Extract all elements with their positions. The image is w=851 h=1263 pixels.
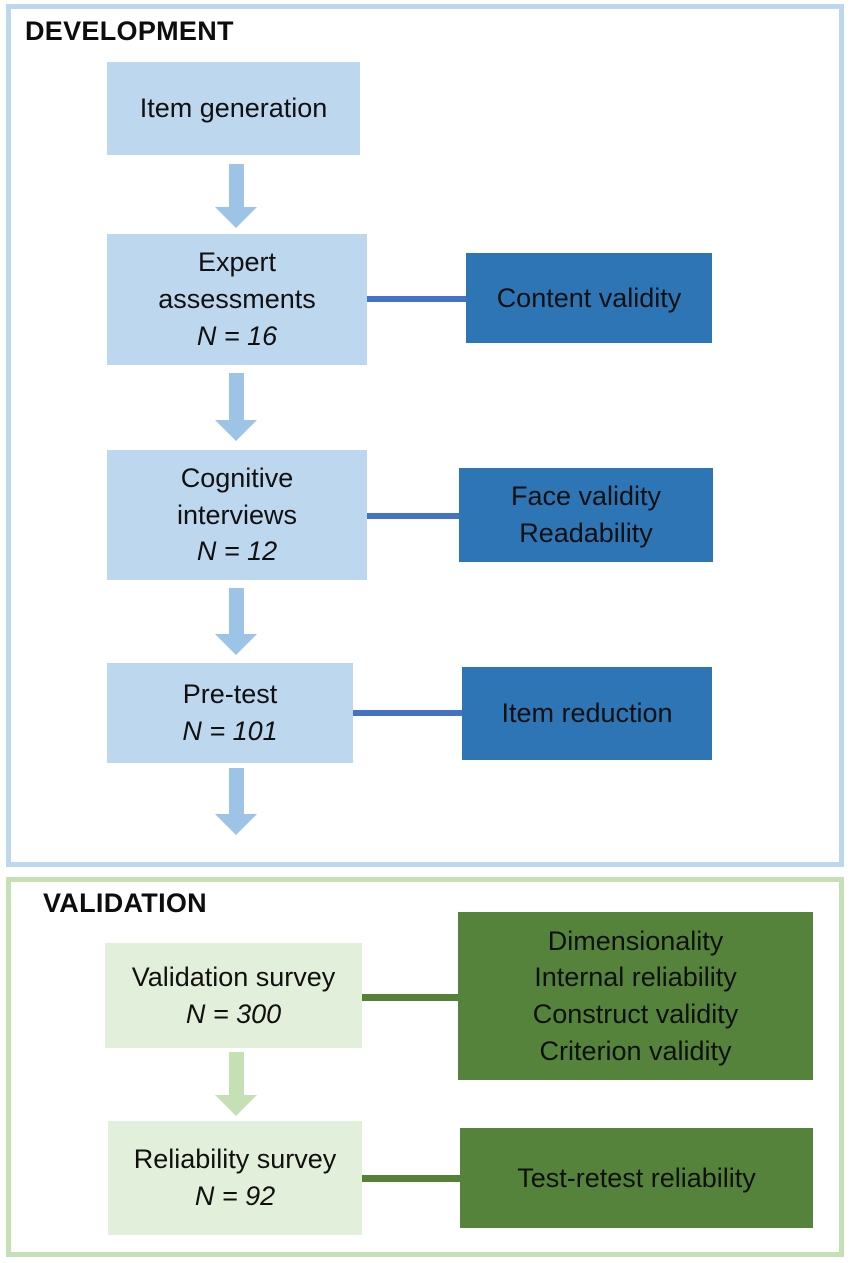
arrow-down-icon (215, 768, 257, 835)
step-box-pre-test: Pre-test N = 101 (107, 663, 353, 763)
connector-line (355, 1175, 469, 1182)
outcome-box-test-retest-reliability: Test-retest reliability (460, 1128, 813, 1228)
step-label: interviews (176, 499, 298, 530)
connector-line (360, 296, 472, 302)
outcome-label: Internal reliability (534, 962, 737, 993)
arrow-down-icon (215, 373, 257, 441)
step-label: Validation survey (131, 961, 336, 992)
arrow-head (215, 634, 257, 655)
connector-line (355, 994, 467, 1001)
validation-section-title: VALIDATION (43, 888, 207, 918)
sample-size-label: N = 12 (196, 536, 278, 567)
development-section-title: DEVELOPMENT (25, 16, 234, 46)
sample-size-label: N = 92 (194, 1181, 276, 1211)
arrow-stem (228, 373, 244, 420)
arrow-head (215, 420, 257, 441)
step-label: Expert (197, 247, 277, 278)
arrow-head (215, 1095, 257, 1116)
outcome-label: Test-retest reliability (517, 1162, 756, 1193)
connector-line (360, 513, 470, 519)
step-label: assessments (158, 284, 316, 315)
validation-section: VALIDATION Validation survey N = 300 Dim… (6, 877, 844, 1257)
outcome-label: Content validity (496, 282, 682, 313)
step-box-reliability-survey: Reliability survey N = 92 (108, 1121, 362, 1235)
step-box-expert-assessments: Expert assessments N = 16 (107, 234, 367, 365)
step-box-cognitive-interviews: Cognitive interviews N = 12 (107, 450, 367, 580)
outcome-label: Construct validity (532, 999, 739, 1029)
outcome-label: Item reduction (501, 698, 673, 729)
outcome-box-content-validity: Content validity (466, 253, 712, 343)
step-label: Cognitive (180, 462, 294, 493)
arrow-stem (228, 1052, 244, 1095)
outcome-label: Readability (519, 518, 653, 548)
arrow-down-icon (215, 1052, 257, 1116)
connector-line (353, 710, 471, 716)
sample-size-label: N = 101 (182, 716, 278, 746)
outcome-box-face-validity-readability: Face validity Readability (459, 468, 713, 562)
step-box-item-generation: Item generation (107, 62, 360, 155)
development-section: DEVELOPMENT Item generation Expert asses… (6, 4, 844, 867)
outcome-box-item-reduction: Item reduction (462, 667, 712, 760)
outcome-label: Dimensionality (547, 925, 724, 956)
step-label: Pre-test (182, 679, 278, 710)
arrow-stem (228, 768, 244, 814)
arrow-down-icon (215, 588, 257, 655)
sample-size-label: N = 16 (196, 320, 278, 351)
outcome-label: Criterion validity (539, 1035, 732, 1066)
step-box-validation-survey: Validation survey N = 300 (105, 943, 362, 1048)
outcome-box-psychometric-properties: Dimensionality Internal reliability Cons… (458, 912, 813, 1080)
arrow-stem (228, 588, 244, 634)
step-label: Reliability survey (133, 1144, 337, 1175)
arrow-head (215, 814, 257, 835)
arrow-stem (228, 164, 244, 207)
arrow-head (215, 207, 257, 228)
sample-size-label: N = 300 (185, 998, 282, 1029)
arrow-down-icon (215, 164, 257, 228)
outcome-label: Face validity (510, 481, 662, 512)
step-label: Item generation (139, 93, 328, 124)
